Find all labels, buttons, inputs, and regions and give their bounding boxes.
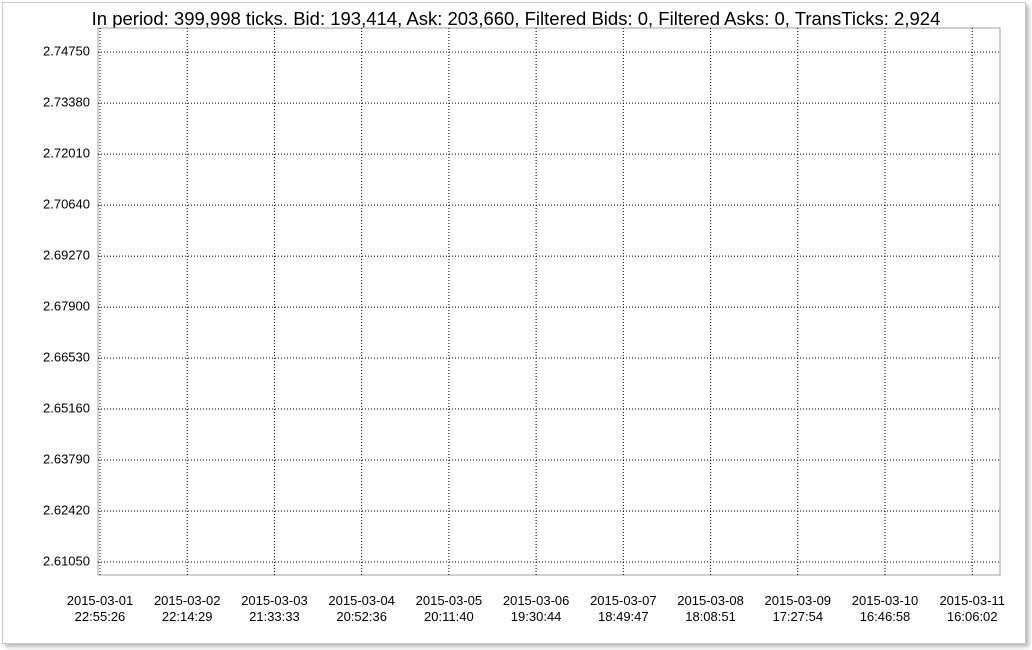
x-tick-label: 2015-03-05 20:11:40 bbox=[415, 593, 483, 624]
x-tick-label: 2015-03-10 16:46:58 bbox=[851, 593, 919, 624]
y-tick-label: 2.63790 bbox=[43, 451, 90, 466]
x-tick-label: 2015-03-04 20:52:36 bbox=[328, 593, 395, 624]
x-tick-label: 2015-03-02 22:14:29 bbox=[153, 593, 221, 624]
y-tick-label: 2.62420 bbox=[43, 502, 90, 517]
x-tick-label: 2015-03-09 17:27:54 bbox=[764, 593, 832, 624]
x-tick-label: 2015-03-11 16:06:02 bbox=[939, 593, 1005, 624]
y-tick-label: 2.61050 bbox=[43, 553, 90, 568]
x-tick-label: 2015-03-01 22:55:26 bbox=[66, 593, 134, 624]
y-tick-label: 2.70640 bbox=[43, 197, 90, 212]
x-tick-label: 2015-03-07 18:49:47 bbox=[590, 593, 657, 624]
y-tick-label: 2.73380 bbox=[43, 95, 90, 110]
y-tick-label: 2.74750 bbox=[43, 44, 90, 59]
x-tick-label: 2015-03-08 18:08:51 bbox=[677, 593, 744, 624]
y-tick-label: 2.66530 bbox=[43, 349, 90, 364]
x-tick-label: 2015-03-06 19:30:44 bbox=[502, 593, 570, 624]
chart-title: In period: 399,998 ticks. Bid: 193,414, … bbox=[91, 8, 941, 29]
y-tick-label: 2.72010 bbox=[43, 146, 90, 161]
x-tick-label: 2015-03-03 21:33:33 bbox=[241, 593, 308, 624]
plot-area bbox=[97, 27, 1001, 576]
y-tick-label: 2.65160 bbox=[43, 400, 90, 415]
y-tick-label: 2.67900 bbox=[43, 299, 90, 314]
y-tick-label: 2.69270 bbox=[43, 248, 90, 263]
